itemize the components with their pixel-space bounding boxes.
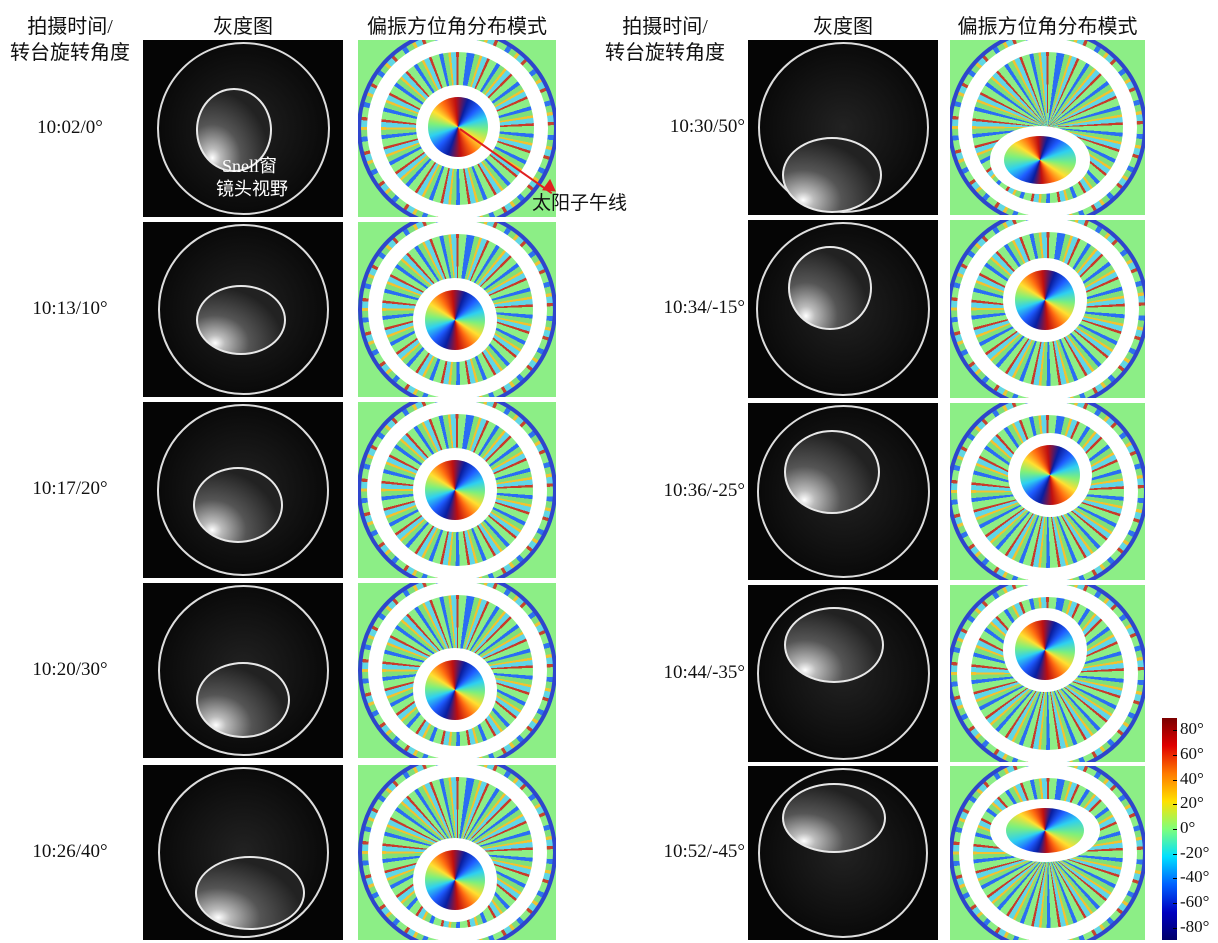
center-disk bbox=[425, 850, 485, 910]
colorbar-tick bbox=[1173, 903, 1177, 904]
snell-window bbox=[784, 607, 884, 683]
colorbar-tick bbox=[1173, 730, 1177, 731]
colorbar-label: 0° bbox=[1180, 818, 1195, 838]
polar-image bbox=[358, 40, 556, 217]
row-label: 10:13/10° bbox=[0, 298, 140, 320]
polar-image bbox=[358, 222, 556, 397]
polar-image bbox=[358, 765, 556, 940]
colorbar-label: -40° bbox=[1180, 867, 1209, 887]
colorbar-label: 60° bbox=[1180, 744, 1204, 764]
center-disk bbox=[425, 660, 485, 720]
gray-image bbox=[143, 765, 343, 940]
header-angle: 转台旋转角度 bbox=[585, 36, 745, 65]
gray-image bbox=[143, 402, 343, 578]
gray-image bbox=[748, 585, 938, 762]
header-time: 拍摄时间/ bbox=[585, 10, 745, 39]
snell-window bbox=[788, 246, 872, 330]
center-disk bbox=[1020, 445, 1080, 505]
snell-window bbox=[782, 137, 882, 213]
colorbar-tick bbox=[1173, 878, 1177, 879]
gray-image bbox=[143, 222, 343, 397]
gray-image bbox=[748, 40, 938, 215]
center-disk bbox=[1006, 808, 1084, 853]
colorbar-label: 20° bbox=[1180, 793, 1204, 813]
row-label: 10:52/-45° bbox=[585, 841, 745, 863]
header-polar: 偏振方位角分布模式 bbox=[348, 10, 566, 39]
colorbar-label: 40° bbox=[1180, 769, 1204, 789]
gray-image bbox=[748, 220, 938, 398]
colorbar-label: -80° bbox=[1180, 917, 1209, 937]
center-disk bbox=[428, 97, 488, 157]
header-time: 拍摄时间/ bbox=[0, 10, 140, 39]
snell-window bbox=[193, 467, 283, 543]
gray-image bbox=[143, 583, 343, 758]
row-label: 10:44/-35° bbox=[585, 662, 745, 684]
figure: 拍摄时间/转台旋转角度灰度图偏振方位角分布模式10:02/0°10:13/10°… bbox=[0, 0, 1218, 943]
colorbar-tick bbox=[1173, 928, 1177, 929]
gray-image bbox=[748, 403, 938, 580]
header-gray: 灰度图 bbox=[143, 10, 343, 39]
polar-image bbox=[950, 40, 1145, 215]
polar-image bbox=[950, 220, 1145, 398]
snell-window bbox=[196, 285, 286, 355]
polar-image bbox=[950, 403, 1145, 580]
annotation-lens: 镜头视野 bbox=[216, 175, 288, 201]
colorbar-label: -60° bbox=[1180, 892, 1209, 912]
colorbar-tick bbox=[1173, 854, 1177, 855]
row-label: 10:20/30° bbox=[0, 659, 140, 681]
colorbar-tick bbox=[1173, 780, 1177, 781]
center-disk bbox=[1004, 136, 1076, 184]
polar-image bbox=[358, 402, 556, 578]
colorbar-label: 80° bbox=[1180, 719, 1204, 739]
snell-window bbox=[784, 430, 880, 514]
center-disk bbox=[425, 460, 485, 520]
polar-image bbox=[358, 583, 556, 758]
center-disk bbox=[1015, 620, 1075, 680]
colorbar-tick bbox=[1173, 804, 1177, 805]
snell-window bbox=[782, 783, 886, 853]
center-disk bbox=[1015, 270, 1075, 330]
colorbar-tick bbox=[1173, 755, 1177, 756]
header-polar: 偏振方位角分布模式 bbox=[940, 10, 1155, 39]
gray-image bbox=[748, 766, 938, 940]
row-label: 10:17/20° bbox=[0, 478, 140, 500]
colorbar-label: -20° bbox=[1180, 843, 1209, 863]
row-label: 10:36/-25° bbox=[585, 480, 745, 502]
polar-image bbox=[950, 766, 1145, 940]
polar-image bbox=[950, 585, 1145, 762]
row-label: 10:30/50° bbox=[585, 116, 745, 138]
header-angle: 转台旋转角度 bbox=[0, 36, 140, 65]
row-label: 10:26/40° bbox=[0, 841, 140, 863]
snell-window bbox=[196, 662, 290, 738]
header-gray: 灰度图 bbox=[748, 10, 938, 39]
row-label: 10:02/0° bbox=[0, 117, 140, 139]
colorbar-tick bbox=[1173, 829, 1177, 830]
center-disk bbox=[425, 290, 485, 350]
snell-window bbox=[195, 856, 305, 930]
row-label: 10:34/-15° bbox=[585, 297, 745, 319]
